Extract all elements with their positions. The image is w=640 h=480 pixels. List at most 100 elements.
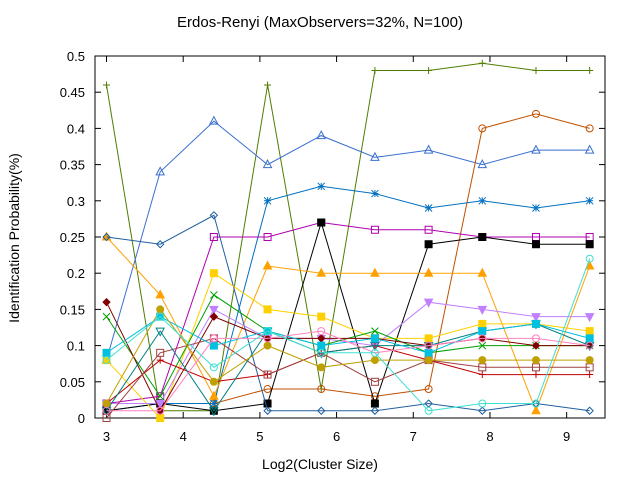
data-point	[424, 356, 433, 365]
series-line	[106, 330, 590, 412]
data-point	[370, 406, 380, 415]
data-point	[478, 406, 487, 415]
data-point	[585, 406, 594, 415]
data-point	[317, 182, 326, 191]
data-point	[317, 312, 326, 321]
series-line	[106, 214, 590, 412]
data-point	[209, 211, 219, 220]
y-tick-label: 0.4	[67, 121, 85, 136]
data-point	[263, 341, 272, 350]
data-point	[478, 341, 487, 350]
data-point	[531, 319, 540, 328]
data-point	[478, 399, 487, 408]
data-point	[156, 305, 165, 314]
series-19	[102, 254, 594, 415]
series-line	[106, 294, 590, 398]
y-tick-label: 0.05	[60, 375, 85, 390]
data-point	[478, 59, 486, 67]
data-point	[585, 196, 594, 205]
data-point	[531, 144, 541, 154]
series-11	[102, 291, 594, 401]
data-point	[316, 267, 327, 277]
data-point	[477, 267, 488, 277]
data-point	[102, 232, 111, 242]
series-line	[106, 185, 590, 412]
data-point	[317, 327, 326, 336]
data-point	[209, 390, 219, 400]
data-point	[209, 269, 218, 278]
data-point	[531, 405, 541, 415]
data-point	[156, 312, 165, 321]
data-point	[370, 151, 380, 161]
data-point	[370, 399, 379, 408]
data-point	[263, 233, 272, 241]
data-point	[155, 400, 166, 410]
data-point	[531, 109, 540, 118]
data-point	[209, 233, 218, 241]
data-point	[585, 254, 594, 263]
data-point	[478, 196, 487, 205]
data-point	[370, 342, 380, 352]
series-line	[106, 308, 590, 404]
y-tick-label: 0.45	[60, 85, 85, 100]
data-point	[584, 144, 595, 154]
data-point	[585, 327, 594, 336]
data-point	[585, 341, 594, 350]
data-point	[370, 348, 379, 357]
data-point	[477, 305, 488, 315]
data-point	[532, 204, 540, 212]
data-point	[371, 66, 379, 74]
data-point	[424, 204, 433, 212]
axis-ticks: 0 0.05 0.1 0.15 0.2 0.25 0.3 0.35 0.4 0.45 0.5 3 4 5 6…	[60, 49, 605, 444]
series-12	[102, 297, 594, 415]
data-point	[424, 334, 433, 343]
data-point	[370, 267, 380, 277]
data-point	[531, 313, 541, 323]
data-point	[317, 406, 326, 415]
data-point	[209, 377, 218, 386]
data-point	[209, 305, 219, 315]
x-axis-title: Log2(Cluster Size)	[262, 456, 378, 472]
data-point	[478, 233, 487, 241]
data-point	[209, 341, 218, 350]
series-line	[106, 345, 590, 404]
y-tick-label: 0.2	[67, 266, 85, 281]
data-point	[585, 124, 594, 133]
y-axis-title: Identification Probability(%)	[6, 153, 22, 323]
data-point	[156, 392, 165, 401]
series-18	[102, 327, 594, 415]
data-point	[102, 399, 111, 408]
data-point	[586, 371, 594, 379]
data-point	[263, 406, 272, 415]
data-point	[532, 66, 540, 74]
data-point	[102, 356, 111, 365]
x-tick-label: 4	[180, 429, 187, 444]
data-point	[371, 327, 379, 335]
series-layer	[101, 59, 595, 422]
data-point	[262, 159, 273, 169]
data-point	[370, 334, 379, 343]
data-point	[262, 260, 273, 270]
data-point	[370, 356, 379, 365]
data-point	[209, 334, 218, 343]
y-tick-label: 0.15	[60, 302, 85, 317]
data-point	[531, 334, 540, 343]
data-point	[370, 377, 379, 386]
data-point	[531, 356, 540, 365]
data-point	[478, 371, 486, 379]
data-point	[531, 240, 540, 249]
data-point	[155, 240, 165, 249]
x-tick-label: 6	[333, 429, 340, 444]
data-point	[156, 406, 165, 415]
series-line	[106, 221, 590, 404]
series-17	[102, 305, 594, 408]
data-point	[424, 385, 433, 394]
data-point	[584, 313, 595, 323]
data-point	[210, 291, 218, 299]
data-point	[263, 370, 272, 379]
data-point	[423, 144, 434, 154]
data-point	[423, 267, 434, 277]
data-point	[155, 289, 166, 299]
data-point	[317, 385, 326, 394]
data-point	[478, 124, 487, 133]
